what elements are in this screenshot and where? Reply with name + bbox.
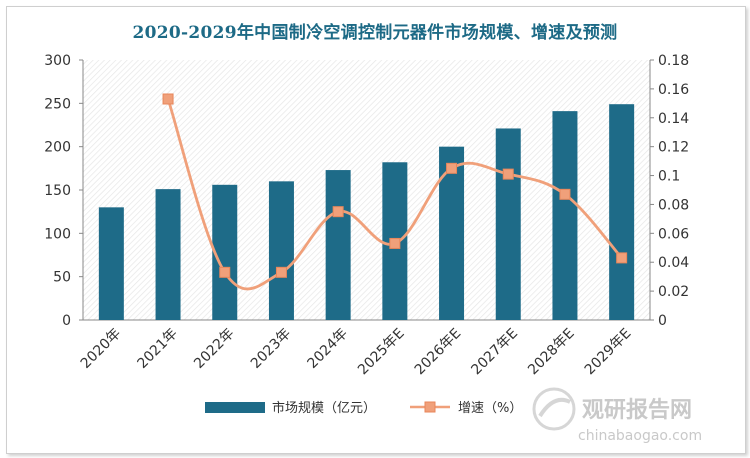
x-tick-label: 2021年 bbox=[134, 326, 180, 372]
x-tick-label: 2020年 bbox=[78, 326, 124, 372]
bar bbox=[98, 207, 124, 320]
growth-point bbox=[446, 162, 458, 174]
bar bbox=[155, 189, 181, 320]
legend-line-label: 增速（%） bbox=[458, 401, 522, 416]
growth-point bbox=[275, 266, 287, 278]
bar bbox=[495, 128, 521, 320]
right-tick-label: 0.12 bbox=[658, 140, 689, 156]
left-tick-label: 100 bbox=[44, 226, 71, 242]
bar bbox=[212, 184, 238, 320]
growth-point bbox=[616, 252, 628, 264]
right-tick-label: 0.06 bbox=[658, 226, 689, 242]
watermark-brand: 观研报告网 bbox=[582, 398, 692, 423]
left-tick-label: 150 bbox=[44, 183, 71, 199]
left-tick-label: 0 bbox=[62, 313, 71, 329]
left-tick-label: 300 bbox=[44, 53, 71, 69]
x-tick-label: 2028年E bbox=[525, 326, 578, 379]
growth-point bbox=[162, 93, 174, 105]
growth-point bbox=[332, 206, 344, 218]
watermark-logo-icon bbox=[532, 387, 576, 431]
x-tick-label: 2029年E bbox=[582, 326, 635, 379]
right-tick-label: 0.16 bbox=[658, 82, 689, 98]
x-tick-label: 2025年E bbox=[355, 326, 408, 379]
growth-point bbox=[219, 266, 231, 278]
right-tick-label: 0 bbox=[658, 313, 667, 329]
line-series bbox=[162, 93, 628, 291]
x-tick-label: 2023年 bbox=[248, 326, 294, 372]
x-tick-label: 2026年E bbox=[412, 326, 465, 379]
legend-line-marker bbox=[424, 401, 436, 413]
right-tick-label: 0.08 bbox=[658, 197, 689, 213]
watermark-url: chinabaogao.com bbox=[578, 428, 702, 444]
growth-point bbox=[502, 168, 514, 180]
growth-point bbox=[389, 237, 401, 249]
right-tick-label: 0.02 bbox=[658, 284, 689, 300]
legend: 市场规模（亿元） 增速（%） bbox=[205, 400, 522, 416]
x-tick-label: 2024年 bbox=[305, 326, 351, 372]
left-tick-label: 250 bbox=[44, 96, 71, 112]
bar bbox=[268, 181, 294, 320]
bar bbox=[325, 170, 351, 320]
legend-bar-label: 市场规模（亿元） bbox=[272, 400, 376, 416]
right-tick-label: 0.14 bbox=[658, 111, 689, 127]
right-tick-label: 0.1 bbox=[658, 169, 680, 185]
left-tick-label: 50 bbox=[53, 270, 71, 286]
bar-series bbox=[98, 104, 635, 320]
right-tick-label: 0.04 bbox=[658, 255, 689, 271]
right-tick-label: 0.18 bbox=[658, 53, 689, 69]
x-tick-label: 2027年E bbox=[468, 326, 521, 379]
left-tick-label: 200 bbox=[44, 140, 71, 156]
legend-bar-swatch bbox=[205, 402, 265, 413]
bar bbox=[609, 104, 635, 320]
chart-title: 2020-2029年中国制冷空调控制元器件市场规模、增速及预测 bbox=[132, 23, 618, 43]
growth-point bbox=[559, 188, 571, 200]
bar bbox=[552, 111, 578, 320]
x-tick-label: 2022年 bbox=[191, 326, 237, 372]
x-axis-labels: 2020年 2021年 2022年 2023年 2024年 2025年E 2026年E 202… bbox=[78, 326, 635, 379]
right-axis: 0 0.02 0.04 0.06 0.08 0.1 0.12 0.14 0.16 0.18 bbox=[649, 53, 689, 329]
